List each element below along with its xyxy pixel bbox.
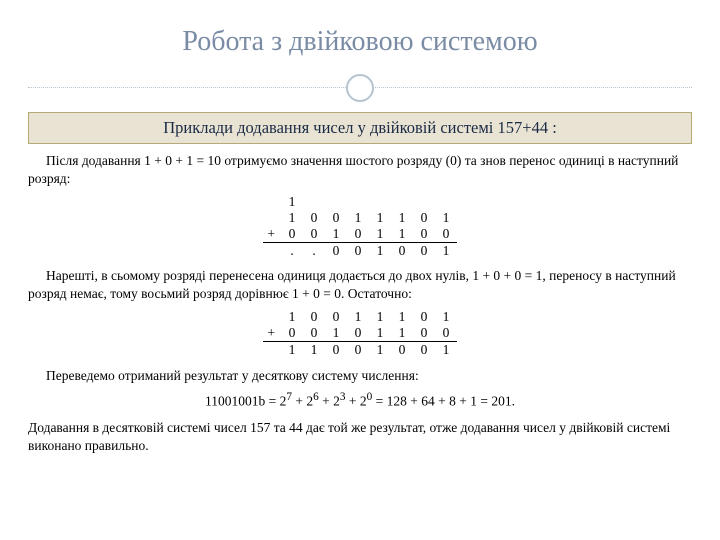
ornament-circle-icon xyxy=(346,74,374,102)
digit-cell: 1 xyxy=(325,226,347,243)
digit-cell: 1 xyxy=(391,325,413,342)
digit-cell: 0 xyxy=(325,210,347,226)
paragraph-3: Переведемо отриманий результат у десятко… xyxy=(28,367,692,385)
digit-cell xyxy=(263,309,281,325)
digit-cell: 0 xyxy=(413,226,435,243)
digit-cell: 1 xyxy=(281,342,303,359)
digit-cell: 0 xyxy=(413,342,435,359)
digit-cell: 1 xyxy=(435,309,457,325)
digit-cell: 1 xyxy=(369,226,391,243)
slide-body: Після додавання 1 + 0 + 1 = 10 отримуємо… xyxy=(28,152,692,454)
digit-cell: 0 xyxy=(303,309,325,325)
digit-cell: 1 xyxy=(347,210,369,226)
digit-cell: 0 xyxy=(347,325,369,342)
digit-cell xyxy=(325,194,347,210)
paragraph-2: Нарешті, в сьомому розряді перенесена од… xyxy=(28,267,692,303)
binary-addition-2: 10011101+0010110011001001 xyxy=(263,309,457,359)
digit-cell: 1 xyxy=(435,243,457,260)
conversion-equation: 11001001b = 27 + 26 + 23 + 20 = 128 + 64… xyxy=(28,390,692,410)
digit-cell xyxy=(391,194,413,210)
digit-cell: 1 xyxy=(281,309,303,325)
title-ornament xyxy=(28,72,692,104)
digit-cell: 0 xyxy=(303,226,325,243)
digit-cell xyxy=(369,194,391,210)
digit-cell xyxy=(413,194,435,210)
digit-cell xyxy=(347,194,369,210)
digit-cell: 0 xyxy=(413,210,435,226)
digit-cell: 0 xyxy=(413,243,435,260)
digit-cell: . xyxy=(281,243,303,260)
digit-cell xyxy=(263,342,281,359)
digit-cell xyxy=(435,194,457,210)
digit-cell: 0 xyxy=(325,309,347,325)
digit-cell: 1 xyxy=(391,226,413,243)
digit-cell xyxy=(303,194,325,210)
paragraph-4: Додавання в десятковій системі чисел 157… xyxy=(28,419,692,455)
digit-cell: 0 xyxy=(391,243,413,260)
digit-cell: 1 xyxy=(369,342,391,359)
digit-cell: 1 xyxy=(281,194,303,210)
digit-cell: 1 xyxy=(391,210,413,226)
digit-cell: 1 xyxy=(325,325,347,342)
digit-cell: 0 xyxy=(325,342,347,359)
slide-title: Робота з двійковою системою xyxy=(0,0,720,72)
digit-cell: 1 xyxy=(435,342,457,359)
digit-cell: 0 xyxy=(347,342,369,359)
subtitle-text: Приклади додавання чисел у двійковій сис… xyxy=(163,118,557,137)
digit-cell: + xyxy=(263,226,281,243)
digit-cell xyxy=(263,194,281,210)
digit-cell xyxy=(263,243,281,260)
digit-cell: + xyxy=(263,325,281,342)
digit-cell: 1 xyxy=(347,309,369,325)
digit-cell: 1 xyxy=(391,309,413,325)
digit-cell: 0 xyxy=(347,243,369,260)
paragraph-1: Після додавання 1 + 0 + 1 = 10 отримуємо… xyxy=(28,152,692,188)
digit-cell: 0 xyxy=(435,226,457,243)
digit-cell: 0 xyxy=(391,342,413,359)
binary-addition-1: 110011101+00101100..001001 xyxy=(263,194,457,260)
digit-cell: 1 xyxy=(303,342,325,359)
digit-cell: 1 xyxy=(435,210,457,226)
digit-cell xyxy=(263,210,281,226)
digit-cell: 1 xyxy=(369,210,391,226)
digit-cell: 0 xyxy=(303,210,325,226)
digit-cell: 0 xyxy=(303,325,325,342)
digit-cell: 0 xyxy=(281,226,303,243)
digit-cell: 0 xyxy=(413,325,435,342)
digit-cell: 0 xyxy=(413,309,435,325)
subtitle-box: Приклади додавання чисел у двійковій сис… xyxy=(28,112,692,144)
digit-cell: 0 xyxy=(281,325,303,342)
digit-cell: 0 xyxy=(347,226,369,243)
digit-cell: 1 xyxy=(281,210,303,226)
digit-cell: 1 xyxy=(369,325,391,342)
digit-cell: 0 xyxy=(325,243,347,260)
digit-cell: 1 xyxy=(369,309,391,325)
digit-cell: 1 xyxy=(369,243,391,260)
digit-cell: . xyxy=(303,243,325,260)
digit-cell: 0 xyxy=(435,325,457,342)
